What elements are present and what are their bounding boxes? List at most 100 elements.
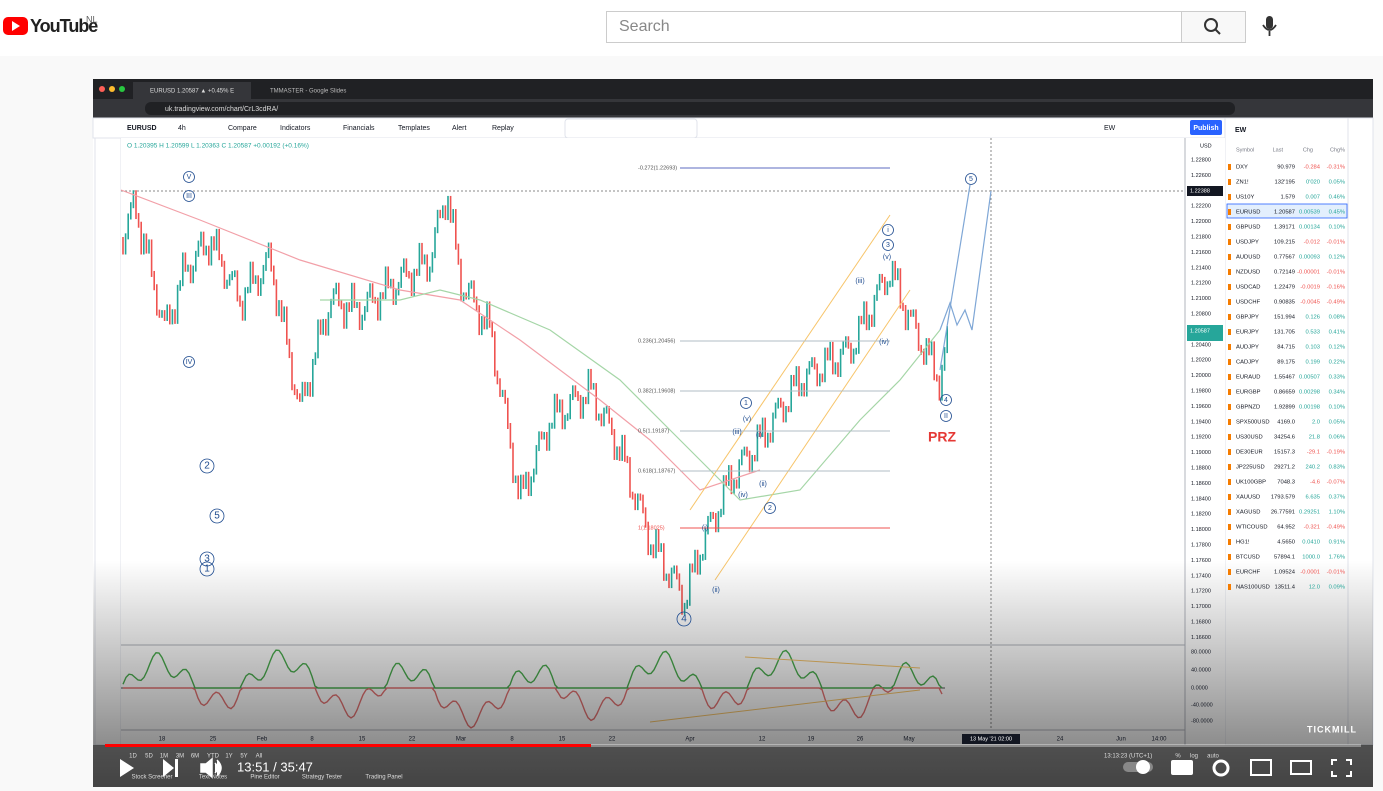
panel-tab[interactable]: Pine Editor (250, 775, 279, 781)
toolbar-button[interactable]: Financials (343, 125, 375, 132)
watchlist-symbol[interactable]: BTCUSD (1236, 555, 1260, 561)
watchlist-symbol[interactable]: HG1! (1236, 540, 1250, 546)
interval-button[interactable]: 4h (178, 125, 186, 132)
watchlist-symbol[interactable]: USDCHF (1236, 300, 1261, 306)
miniplayer-button[interactable] (1250, 759, 1272, 776)
watchlist-change-percent: 0.22% (1329, 360, 1345, 366)
watchlist-symbol[interactable]: DE30EUR (1236, 450, 1263, 456)
watchlist-symbol[interactable]: SPX500USD (1236, 420, 1270, 426)
search-icon (1204, 18, 1218, 32)
watchlist-change: 1000.0 (1302, 555, 1320, 561)
price-tick-label: 1.18400 (1191, 496, 1211, 502)
wave-label: 5 (969, 176, 973, 183)
watchlist-symbol[interactable]: US30USD (1236, 435, 1263, 441)
watchlist-symbol[interactable]: EURAUD (1236, 375, 1260, 381)
layout-button[interactable]: EW (1104, 125, 1116, 132)
channel-line (689, 214, 891, 511)
watchlist-change-percent: -0.01% (1327, 240, 1345, 246)
fullscreen-button[interactable] (1331, 759, 1352, 777)
watchlist-name[interactable]: EW (1235, 127, 1247, 134)
panel-tab[interactable]: Trading Panel (365, 775, 402, 781)
scale-option[interactable]: auto (1207, 754, 1219, 760)
toolbar-button[interactable]: Compare (228, 125, 257, 132)
watchlist-symbol[interactable]: GBPJPY (1236, 315, 1259, 321)
tab-active[interactable] (133, 82, 251, 99)
panel-tab[interactable]: Strategy Tester (302, 775, 342, 781)
wave-label: 3 (886, 242, 890, 249)
scale-option[interactable]: % (1175, 754, 1181, 760)
watchlist-symbol[interactable]: CADJPY (1236, 360, 1259, 366)
wave-label: (iv) (879, 339, 889, 346)
watchlist-symbol[interactable]: AUDJPY (1236, 345, 1259, 351)
publish-button[interactable] (1190, 120, 1222, 135)
mic-icon[interactable] (1266, 16, 1273, 29)
watchlist-symbol[interactable]: USDCAD (1236, 285, 1260, 291)
wave-label: (ii) (712, 587, 720, 594)
yt-logo-text[interactable]: YouTube (30, 16, 99, 36)
watchlist-symbol[interactable]: JP225USD (1236, 465, 1265, 471)
symbol-button[interactable]: EURUSD (127, 125, 157, 132)
panel-tab[interactable]: Stock Screener (131, 775, 172, 781)
range-button[interactable]: All (256, 754, 263, 760)
watchlist-symbol[interactable]: NZDUSD (1236, 270, 1260, 276)
watchlist-column: Chg% (1330, 147, 1345, 153)
tab[interactable] (256, 82, 374, 99)
wave-label: 4 (681, 614, 687, 625)
watchlist-symbol[interactable]: US10Y (1236, 195, 1255, 201)
range-button[interactable]: 1D (129, 754, 137, 760)
range-button[interactable]: YTD (207, 754, 220, 760)
toolbar-button[interactable]: Replay (492, 125, 514, 132)
volume-button[interactable] (200, 757, 222, 779)
watchlist-change-percent: 0.06% (1329, 435, 1345, 441)
next-button[interactable] (163, 759, 178, 777)
theater-button[interactable] (1290, 760, 1312, 775)
current-price-label: 1.20587 (1190, 328, 1210, 334)
progress-track[interactable] (105, 744, 1361, 747)
oscillator-tick-label: -40.0000 (1191, 702, 1213, 708)
watchlist-symbol[interactable]: UK100GBP (1236, 480, 1266, 486)
search-box[interactable] (606, 11, 1182, 43)
watchlist-symbol[interactable]: USDJPY (1236, 240, 1259, 246)
watchlist-symbol[interactable]: WTICOUSD (1236, 525, 1268, 531)
cc-button[interactable] (1171, 760, 1193, 775)
watchlist-symbol[interactable]: GBPUSD (1236, 225, 1260, 231)
url-field[interactable] (145, 102, 1235, 115)
watchlist-symbol[interactable]: EURCHF (1236, 570, 1261, 576)
wave-circle (940, 394, 952, 406)
range-button[interactable]: 5D (145, 754, 153, 760)
watchlist-symbol[interactable]: ZN1! (1236, 180, 1249, 186)
tab-title[interactable]: TMMASTER - Google Slides (270, 89, 346, 95)
price-tick-label: 1.18200 (1191, 512, 1211, 518)
wave-circle (183, 356, 195, 368)
watchlist-change-percent: -0.01% (1327, 570, 1345, 576)
symbol-dot (1228, 179, 1231, 185)
watchlist-symbol[interactable]: NAS100USD (1236, 585, 1270, 591)
range-button[interactable]: 1M (160, 754, 168, 760)
settings-button[interactable] (1212, 759, 1230, 777)
watchlist-symbol[interactable]: EURJPY (1236, 330, 1259, 336)
toolbar-button[interactable]: Indicators (280, 125, 311, 132)
range-button[interactable]: 6M (191, 754, 199, 760)
range-button[interactable]: 5Y (240, 754, 247, 760)
toolbar-button[interactable]: Alert (452, 125, 466, 132)
search-button[interactable] (1181, 11, 1246, 43)
range-button[interactable]: 1Y (225, 754, 232, 760)
wave-label: II (944, 413, 948, 420)
watchlist-last: 13511.4 (1274, 585, 1295, 591)
toolbar-button[interactable]: Templates (398, 125, 430, 132)
watchlist-symbol[interactable]: EURGBP (1236, 390, 1261, 396)
watchlist-symbol[interactable]: DXY (1236, 165, 1248, 171)
watchlist-symbol[interactable]: XAUUSD (1236, 495, 1260, 501)
symbol-dot (1228, 374, 1231, 380)
panel-tab[interactable]: Text Notes (199, 775, 227, 781)
scale-option[interactable]: log (1190, 754, 1198, 760)
range-button[interactable]: 3M (176, 754, 184, 760)
play-button[interactable] (120, 759, 134, 777)
watchlist-last: 1.92899 (1274, 405, 1295, 411)
tab-title[interactable]: EURUSD 1.20587 ▲ +0.45% E (150, 89, 234, 95)
time-tick-label: 8 (510, 737, 514, 743)
watchlist-symbol[interactable]: EURUSD (1236, 210, 1260, 216)
watchlist-symbol[interactable]: AUDUSD (1236, 255, 1260, 261)
watchlist-symbol[interactable]: GBPNZD (1236, 405, 1260, 411)
watchlist-symbol[interactable]: XAGUSD (1236, 510, 1260, 516)
